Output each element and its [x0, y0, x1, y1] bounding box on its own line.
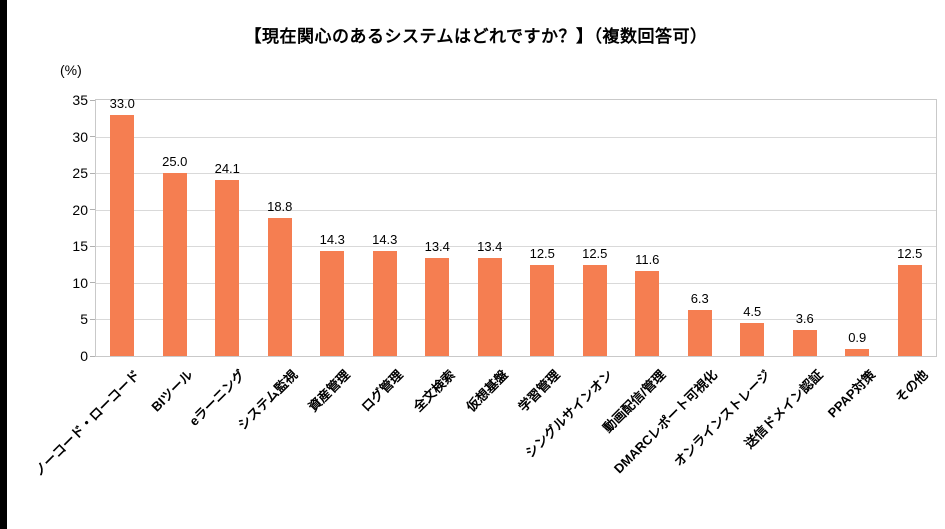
y-axis-tick-label: 15 [72, 238, 88, 255]
y-gridline [96, 246, 936, 248]
bar-value-label: 33.0 [109, 95, 135, 111]
y-axis-tick-label: 10 [72, 274, 88, 291]
bar [477, 257, 502, 356]
bar [372, 251, 397, 356]
y-axis-tick-label: 25 [72, 165, 88, 182]
y-axis-tick [90, 282, 95, 284]
bar [162, 173, 187, 356]
bar [215, 179, 240, 356]
y-axis-tick [90, 99, 95, 101]
bar-value-label: 25.0 [162, 154, 188, 170]
bar-value-label: 12.5 [582, 245, 608, 261]
y-axis-tick-label: 20 [72, 201, 88, 218]
y-gridline [96, 209, 936, 211]
window-edge-strip [0, 0, 7, 529]
bar [425, 257, 450, 356]
y-axis-tick [90, 318, 95, 320]
x-axis-category-label: 仮想基盤 [463, 367, 511, 415]
bar [687, 309, 712, 356]
y-axis-tick-label: 0 [80, 348, 88, 364]
y-gridline [96, 319, 936, 321]
bar [530, 264, 555, 356]
bar-value-label: 4.5 [743, 304, 762, 320]
bar-value-label: 6.3 [690, 290, 709, 306]
bar [897, 264, 922, 356]
x-axis-category-label: 学習管理 [515, 367, 563, 415]
bar-value-label: 13.4 [477, 238, 503, 254]
y-axis-tick [90, 172, 95, 174]
bar-value-label: 12.5 [529, 245, 555, 261]
x-axis-category-label: その他 [892, 367, 931, 406]
bar [845, 349, 870, 356]
y-axis-unit-label: (%) [60, 62, 82, 78]
bar-value-label: 14.3 [319, 232, 345, 248]
x-axis-category-label: ログ管理 [358, 367, 406, 415]
bar-value-label: 11.6 [635, 252, 660, 268]
x-axis-category-label: オンラインストレージ [670, 367, 773, 470]
bar [267, 218, 292, 356]
y-axis-tick-label: 5 [80, 311, 88, 328]
bar-value-label: 18.8 [267, 199, 293, 215]
bar-value-label: 14.3 [372, 232, 398, 248]
y-gridline [96, 282, 936, 284]
bar [582, 264, 607, 356]
bar [792, 329, 817, 356]
bar [635, 271, 660, 356]
y-axis-tick-label: 30 [72, 128, 88, 145]
y-gridline [96, 173, 936, 175]
y-axis-tick [90, 245, 95, 247]
x-axis-category-label: 資産管理 [305, 367, 353, 415]
chart-title: 【現在関心のあるシステムはどれですか？】（複数回答可） [244, 27, 708, 46]
bar-value-label: 12.5 [897, 245, 923, 261]
y-axis-tick [90, 136, 95, 138]
bar-value-label: 0.9 [848, 330, 867, 346]
bar-value-label: 24.1 [214, 160, 240, 176]
x-axis-category-label: BIツール [148, 367, 196, 415]
plot-area: 0 5 10 15 20 25 30 35 33.0 ノーコード・ローコード 25.0 BIツール 24… [31, 93, 937, 479]
x-axis-category-label: ノーコード・ローコード [31, 367, 143, 479]
bar [320, 251, 345, 356]
x-axis-category-label: PPAP対策 [824, 367, 878, 421]
bar-value-label: 3.6 [795, 310, 814, 326]
bar [110, 114, 135, 356]
x-axis-category-label: 全文検索 [410, 367, 458, 415]
bar-value-label: 13.4 [424, 238, 450, 254]
y-axis-tick [90, 209, 95, 211]
y-gridline [96, 136, 936, 138]
y-axis-tick [90, 355, 95, 357]
y-axis-tick-label: 35 [72, 92, 88, 108]
bar [740, 323, 765, 356]
